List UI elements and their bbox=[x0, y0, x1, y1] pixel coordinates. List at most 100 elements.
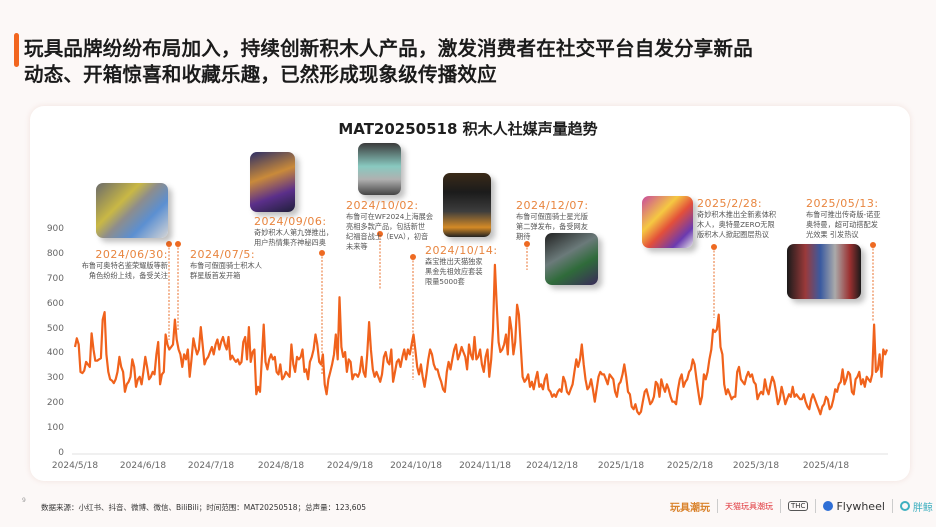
flywheel-icon bbox=[823, 501, 834, 511]
annotation-text: 第二弹发布，备受网友 bbox=[516, 222, 588, 231]
y-tick-label: 800 bbox=[46, 248, 64, 259]
y-tick-label: 200 bbox=[46, 398, 64, 409]
x-tick-label: 2024/7/18 bbox=[187, 461, 235, 471]
annotation-dots bbox=[166, 231, 876, 260]
x-tick-label: 2025/3/18 bbox=[732, 461, 780, 471]
annotation-text: 限量5000套 bbox=[425, 277, 465, 286]
headline-line-2: 动态、开箱惊喜和收藏乐趣，已然形成现象级传播效应 bbox=[24, 63, 497, 86]
x-tick-label: 2024/11/18 bbox=[459, 461, 511, 471]
annotation-date: 2024/07/5: bbox=[190, 248, 256, 261]
annotation-dot bbox=[166, 241, 172, 247]
annotation-text: 期待 bbox=[516, 232, 531, 241]
annotation-text: 黑金先祖效应套装 bbox=[425, 267, 483, 276]
x-tick-label: 2024/9/18 bbox=[326, 461, 374, 471]
y-tick-label: 700 bbox=[46, 273, 64, 284]
x-tick-label: 2024/8/18 bbox=[257, 461, 305, 471]
x-tick-label: 2025/1/18 bbox=[597, 461, 645, 471]
flywheel-label: Flywheel bbox=[836, 499, 885, 513]
logo-divider bbox=[891, 499, 893, 513]
annotation-text: 木人，奥特曼ZERO无限 bbox=[697, 220, 775, 229]
annotation-2024-12-07: 2024/12/07: 布鲁可假面骑士星光版 第二弹发布，备受网友 期待 bbox=[516, 199, 606, 242]
annotation-text: 奇妙积木推出全新素体积 bbox=[697, 210, 777, 219]
annotation-text: 布鲁可假面骑士积木人 bbox=[190, 261, 262, 270]
annotation-date: 2024/10/02: bbox=[346, 199, 419, 212]
annotation-text: 布鲁可在WF2024上海展会 bbox=[346, 212, 434, 221]
annotation-2024-07-05: 2024/07/5: 布鲁可假面骑士积木人 群星版首发开箱 bbox=[190, 248, 290, 281]
annotation-text: 光效果 引发热议 bbox=[806, 230, 859, 239]
x-tick-label: 2025/2/18 bbox=[666, 461, 714, 471]
annotation-text: 布鲁可假面骑士星光版 bbox=[516, 212, 588, 221]
headline-accent-bar bbox=[14, 33, 19, 67]
x-tick-label: 2024/6/18 bbox=[119, 461, 167, 471]
annotation-2024-10-14: 2024/10/14: 森宝推出天猫独家 黑金先祖效应套装 限量5000套 bbox=[425, 244, 505, 287]
annotation-text: 布鲁可奥特名鉴荣耀版等新 bbox=[81, 261, 168, 270]
annotation-dot bbox=[870, 242, 876, 248]
annotation-dot bbox=[711, 244, 717, 250]
annotation-date: 2025/05/13: bbox=[806, 197, 879, 210]
annotation-date: 2024/10/14: bbox=[425, 244, 498, 257]
y-tick-label: 600 bbox=[46, 298, 64, 309]
x-tick-label: 2024/5/18 bbox=[51, 461, 99, 471]
thumb-ultraman-zero bbox=[642, 196, 693, 248]
annotation-text: 版积木人掀起圈层热议 bbox=[697, 230, 769, 239]
logo-tmall-toys: 天猫玩具潮玩 bbox=[725, 501, 773, 511]
annotation-date: 2024/09/06: bbox=[254, 215, 327, 228]
pangjing-whale-icon bbox=[899, 501, 910, 511]
annotation-leaders bbox=[168, 234, 874, 380]
chart-title: MAT20250518 积木人社媒声量趋势 bbox=[338, 120, 598, 138]
thumb-ultraman-glory bbox=[96, 183, 168, 238]
page-number: 9 bbox=[22, 497, 26, 504]
annotation-text: 群星版首发开箱 bbox=[190, 271, 241, 280]
headline-line-1: 玩具品牌纷纷布局加入，持续创新积木人产品，激发消费者在社交平台自发分享新品 bbox=[24, 37, 753, 60]
partner-logos: 玩具潮玩 天猫玩具潮玩 THC Flywheel 胖鲸 bbox=[670, 496, 933, 516]
x-tick-label: 2024/12/18 bbox=[526, 461, 578, 471]
y-tick-label: 400 bbox=[46, 348, 64, 359]
annotation-text: 用户热情集齐神秘四奥 bbox=[254, 238, 326, 247]
x-tick-label: 2025/4/18 bbox=[802, 461, 850, 471]
annotation-text: 奥特曼，超可动搭配发 bbox=[806, 220, 878, 229]
thumb-ancestor-set bbox=[443, 173, 491, 237]
thumb-kamen-rider-series9 bbox=[250, 152, 295, 212]
annotation-2024-10-02: 2024/10/02: 布鲁可在WF2024上海展会 亮相多款产品，包括新世 纪… bbox=[346, 199, 446, 252]
x-tick-label: 2024/10/18 bbox=[390, 461, 442, 471]
logo-divider bbox=[780, 499, 781, 513]
volume-line bbox=[73, 263, 889, 416]
annotation-date: 2024/12/07: bbox=[516, 199, 589, 212]
pangjing-label: 胖鲸 bbox=[912, 502, 933, 514]
logo-divider bbox=[717, 499, 718, 513]
annotation-text: 亮相多款产品，包括新世 bbox=[346, 222, 426, 231]
annotation-text: 未来等 bbox=[346, 242, 368, 251]
annotation-text: 奇妙积木人第九弹推出， bbox=[254, 228, 334, 237]
annotation-2024-06-30: 2024/06/30: 布鲁可奥特名鉴荣耀版等新 角色纷纷上线，备受关注 bbox=[72, 248, 168, 281]
thumb-noa-ultraman bbox=[787, 244, 861, 299]
annotation-dot bbox=[410, 254, 416, 260]
y-tick-label: 500 bbox=[46, 323, 64, 334]
annotation-date: 2024/06/30: bbox=[95, 248, 168, 261]
logo-pangjing: 胖鲸 bbox=[899, 499, 933, 514]
annotation-dot bbox=[175, 241, 181, 247]
annotation-text: 角色纷纷上线，备受关注 bbox=[88, 271, 168, 280]
logo-thc: THC bbox=[788, 501, 809, 511]
annotation-2025-02-28: 2025/2/28: 奇妙积木推出全新素体积 木人，奥特曼ZERO无限 版积木人… bbox=[697, 197, 792, 240]
annotation-text: 森宝推出天猫独家 bbox=[425, 257, 483, 266]
y-tick-label: 100 bbox=[46, 423, 64, 434]
annotation-text: 纪福音战士（EVA），初音 bbox=[346, 232, 429, 241]
thumb-kamen-rider-starlight bbox=[545, 233, 598, 285]
logo-divider bbox=[815, 499, 817, 513]
y-tick-label: 0 bbox=[58, 448, 64, 458]
logo-flywheel: Flywheel bbox=[823, 499, 885, 513]
logo-toys-trend: 玩具潮玩 bbox=[670, 502, 710, 514]
y-tick-label: 900 bbox=[46, 224, 64, 234]
y-tick-label: 300 bbox=[46, 373, 64, 384]
page-headline: 玩具品牌纷纷布局加入，持续创新积木人产品，激发消费者在社交平台自发分享新品 动态… bbox=[24, 36, 924, 88]
annotation-2025-05-13: 2025/05/13: 布鲁可推出传奇版-诺亚 奥特曼，超可动搭配发 光效果 引… bbox=[806, 197, 901, 240]
annotation-dot bbox=[377, 231, 383, 237]
chart-card bbox=[30, 106, 910, 481]
annotation-dot bbox=[524, 241, 530, 247]
thumb-eva-miku bbox=[358, 143, 401, 195]
annotation-dot bbox=[319, 250, 325, 256]
data-source-footnote: 数据来源：小红书、抖音、微博、微信、BiliBili；时间范围：MAT20250… bbox=[41, 503, 367, 512]
annotation-text: 布鲁可推出传奇版-诺亚 bbox=[806, 210, 881, 219]
annotation-2024-09-06: 2024/09/06: 奇妙积木人第九弹推出， 用户热情集齐神秘四奥 bbox=[254, 215, 354, 248]
